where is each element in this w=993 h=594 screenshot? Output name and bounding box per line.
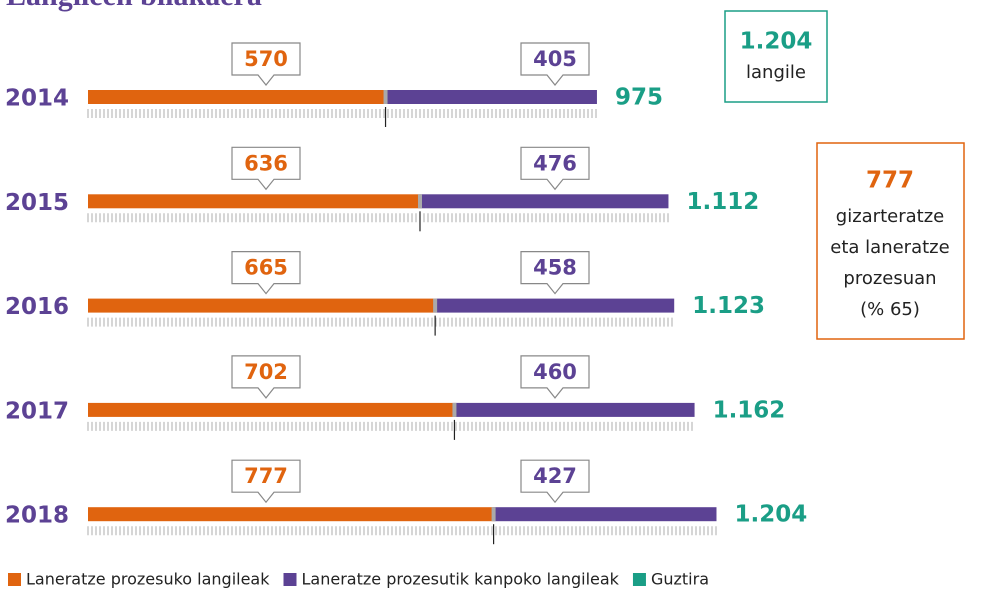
legend-swatch <box>283 573 297 586</box>
callout-box <box>231 459 301 504</box>
annotation-text: eta laneratze <box>830 237 949 258</box>
total-label: 1.112 <box>686 189 759 215</box>
annotation-text: (% 65) <box>860 299 920 320</box>
bar-segment <box>88 402 455 417</box>
annotation-box <box>724 10 828 103</box>
category-label: 2014 <box>5 86 69 112</box>
callout-box <box>520 42 590 86</box>
annotation-text: gizarteratze <box>836 206 944 227</box>
annotation-text: langile <box>746 62 806 83</box>
value-label: 777 <box>244 464 288 488</box>
value-label: 702 <box>244 360 288 384</box>
legend-label: Guztira <box>651 570 709 589</box>
category-label: 2016 <box>5 294 69 320</box>
value-label: 665 <box>244 256 288 280</box>
total-label: 1.204 <box>734 502 807 528</box>
annotation-box <box>816 142 965 340</box>
callout-box <box>520 459 590 504</box>
total-label: 975 <box>615 85 663 111</box>
total-label: 1.162 <box>713 397 786 423</box>
chart-title: Langileen bilakaera <box>6 0 262 12</box>
bar-segment <box>454 402 695 417</box>
legend-label: Laneratze prozesutik kanpoko langileak <box>302 570 620 589</box>
category-label: 2017 <box>5 398 69 424</box>
bar-segment <box>88 298 436 313</box>
total-label: 1.123 <box>692 293 765 319</box>
value-label: 636 <box>244 151 288 175</box>
separator <box>452 402 457 417</box>
bar-segment <box>88 507 494 522</box>
callout-box <box>520 251 590 295</box>
legend-swatch <box>8 573 21 586</box>
value-label: 458 <box>533 256 577 280</box>
separator <box>433 298 438 313</box>
callout-box <box>520 146 590 191</box>
annotation-value: 1.204 <box>740 29 813 55</box>
callout-box <box>231 355 301 399</box>
annotation-value: 777 <box>866 168 914 194</box>
callout-box <box>231 251 301 295</box>
separator <box>383 90 388 104</box>
value-label: 427 <box>533 464 577 488</box>
legend-label: Laneratze prozesuko langileak <box>26 570 270 589</box>
legend-swatch <box>632 573 646 586</box>
callout-box <box>231 146 301 191</box>
value-label: 570 <box>244 47 288 71</box>
separator <box>491 507 496 522</box>
bar-segment <box>493 507 717 522</box>
bar-segment <box>435 298 675 313</box>
separator <box>417 194 422 209</box>
value-label: 460 <box>533 360 577 384</box>
bar-segment <box>385 90 597 104</box>
category-label: 2018 <box>5 503 69 529</box>
bar-segment <box>88 194 420 209</box>
bar-segment <box>88 90 386 104</box>
bar-segment <box>419 194 669 209</box>
callout-box <box>231 42 301 86</box>
callout-box <box>520 355 590 399</box>
value-label: 476 <box>533 151 577 175</box>
category-label: 2015 <box>5 190 69 216</box>
annotation-text: prozesuan <box>843 268 936 289</box>
value-label: 405 <box>533 47 577 71</box>
